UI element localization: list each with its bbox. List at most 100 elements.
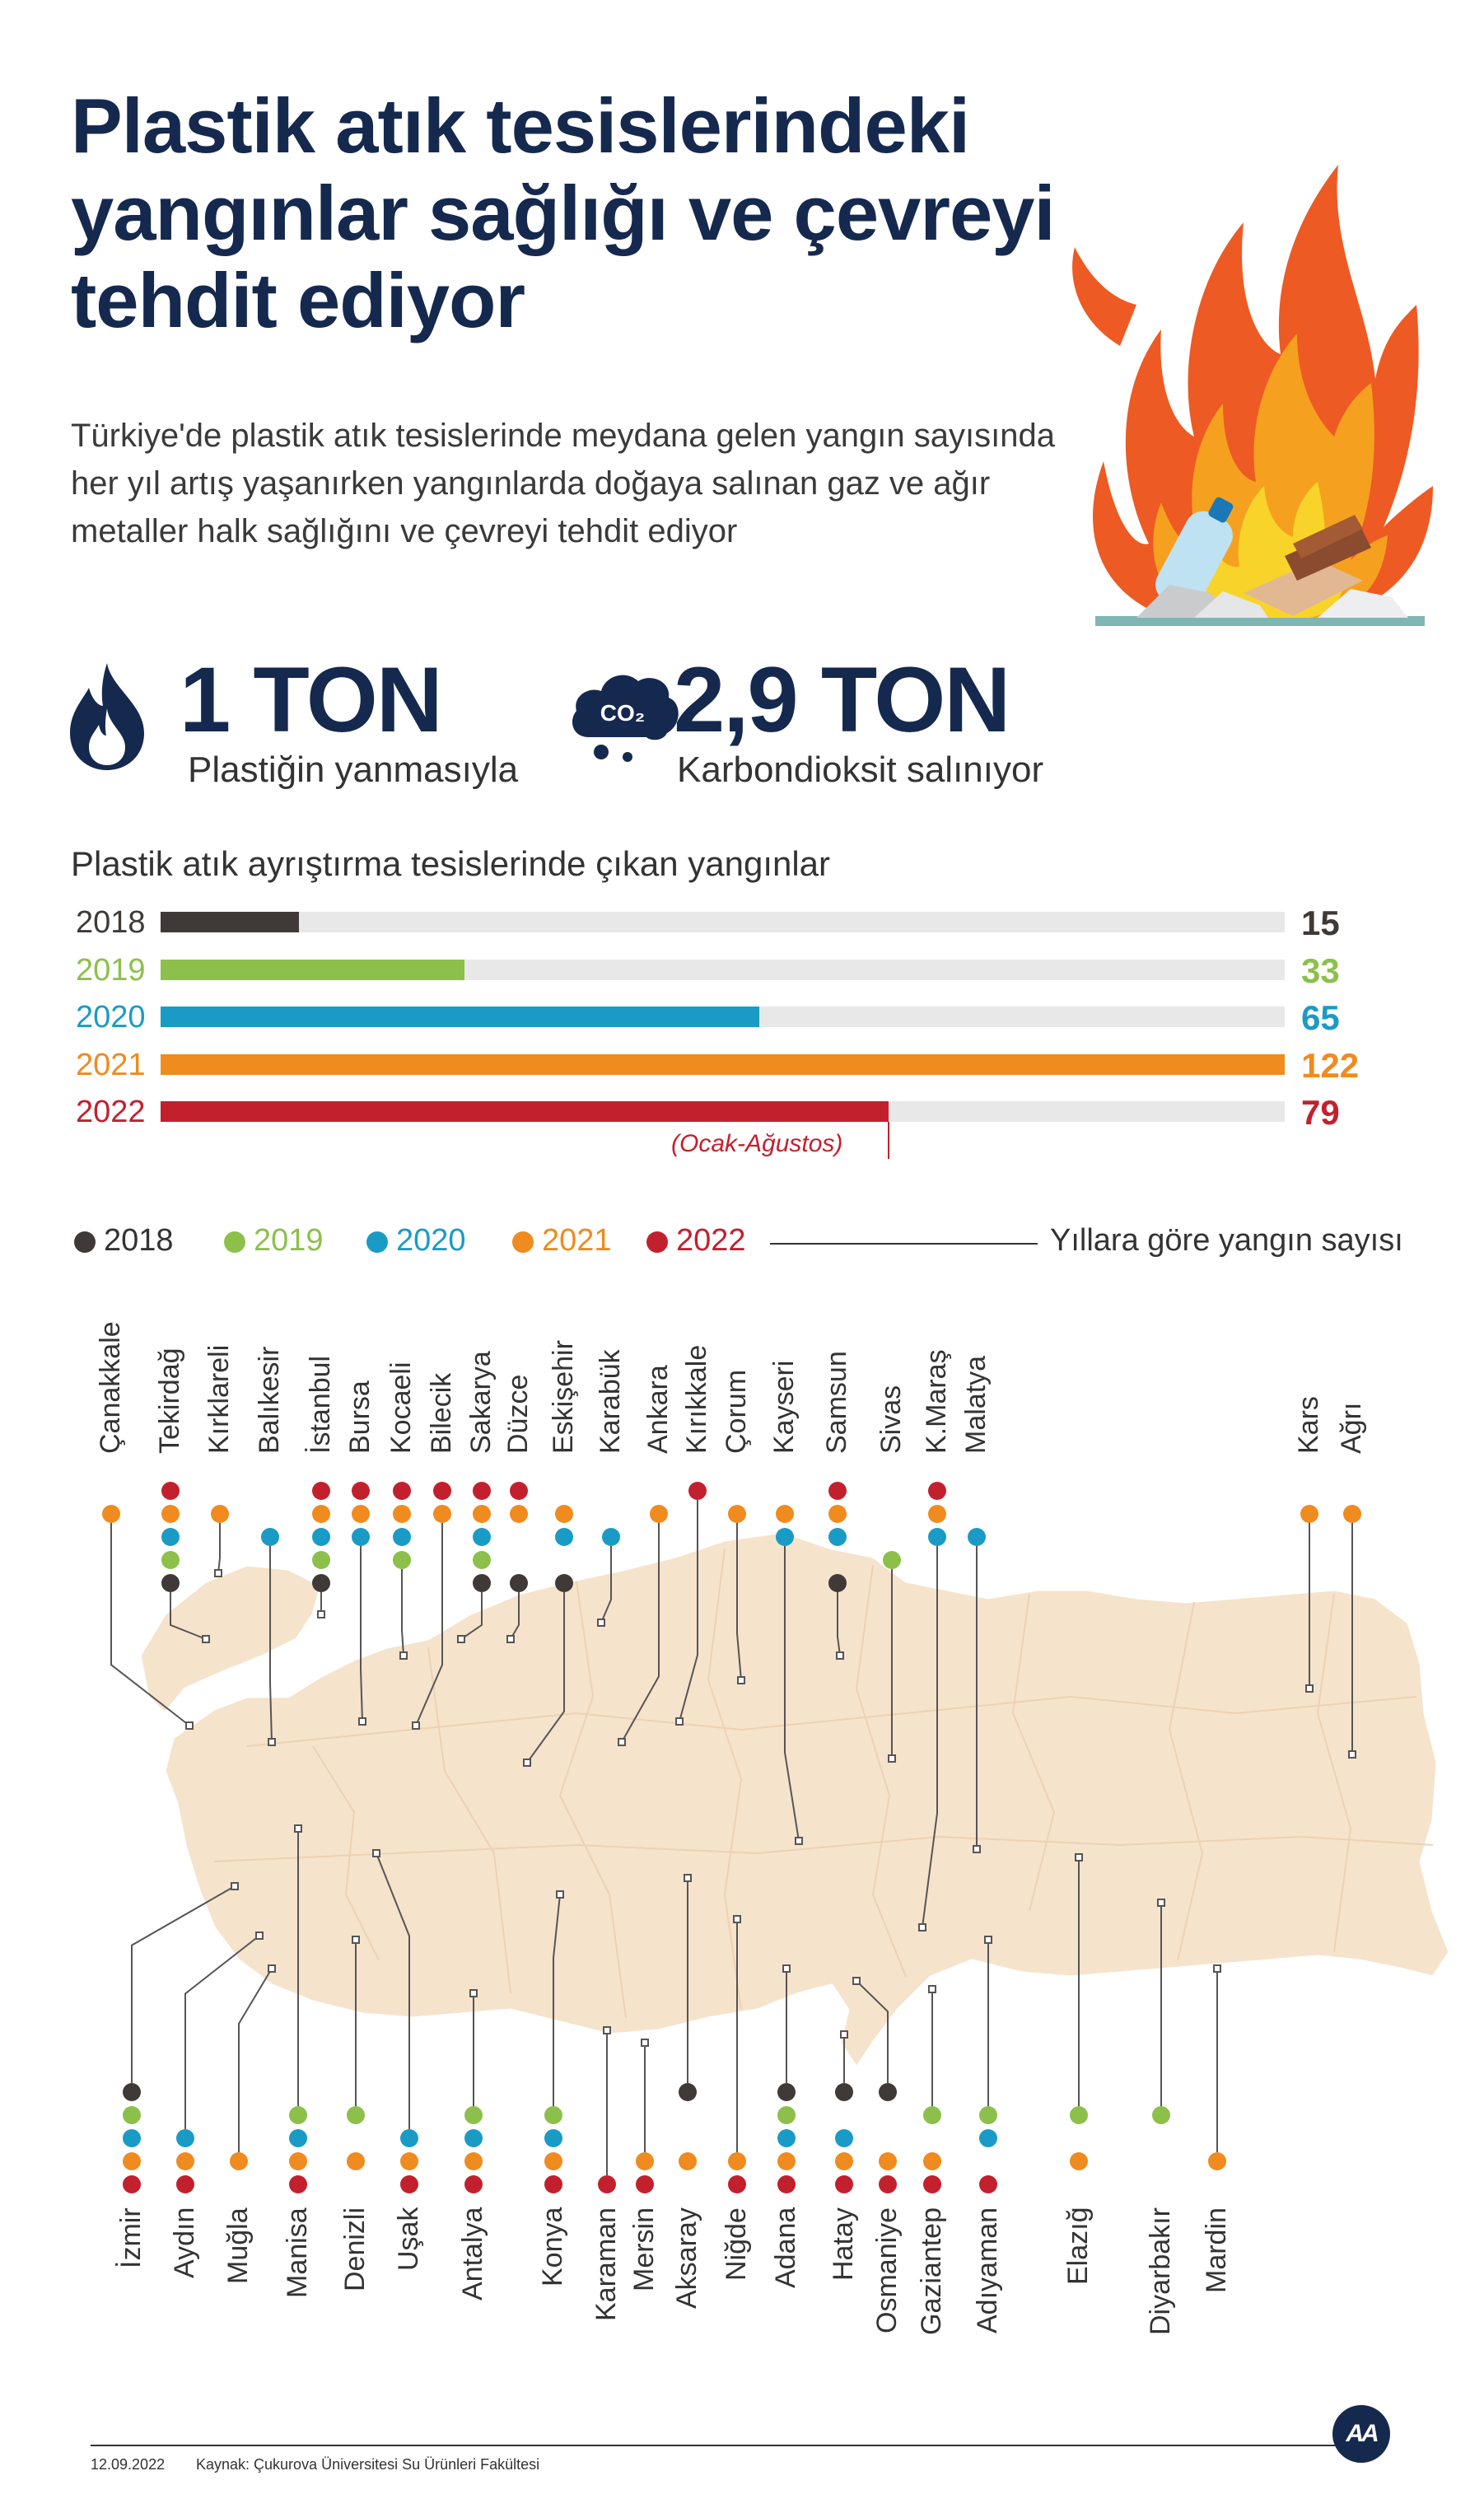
province-dot-2021 [828, 1505, 847, 1523]
province-dot-2019 [347, 2106, 365, 2124]
bar-year-label: 2020 [76, 1000, 146, 1035]
province-dot-2022 [289, 2175, 307, 2193]
province-label: Mardin [1201, 2207, 1232, 2293]
province-dot-2018 [555, 1574, 573, 1592]
province-marker [836, 1651, 844, 1660]
province-marker [1305, 1684, 1314, 1693]
province-dot-2021 [923, 2152, 941, 2170]
province-dot-2018 [510, 1574, 528, 1592]
province-dot-2022 [728, 2175, 746, 2193]
co2-icon-text: CO₂ [600, 700, 645, 726]
bar-year-label: 2019 [76, 952, 146, 988]
province-label: Adıyaman [972, 2207, 1003, 2334]
legend-line [770, 1243, 1038, 1245]
legend-year-2022: 2022 [676, 1223, 746, 1258]
bar-2022 [161, 1101, 889, 1122]
province-label: Elazığ [1062, 2207, 1094, 2286]
leader-line [238, 1968, 273, 2152]
province-dot-2020 [464, 2129, 483, 2147]
province-dot-2020 [555, 1528, 573, 1546]
province-dot-2022 [433, 1482, 451, 1500]
province-dot-2021 [928, 1505, 946, 1523]
province-dot-2021 [312, 1505, 330, 1523]
province-dot-2019 [777, 2106, 796, 2124]
leader-line [784, 1546, 800, 1842]
bottle-cap [1208, 497, 1234, 523]
province-dot-2020 [123, 2129, 141, 2147]
province-dot-2022 [928, 1482, 946, 1500]
province-marker [352, 1936, 360, 1944]
province-marker [984, 1936, 992, 1944]
legend-year-2021: 2021 [542, 1223, 612, 1258]
bottle-body [1155, 511, 1233, 610]
province-dot-2022 [544, 2175, 562, 2193]
province-dot-2019 [161, 1551, 180, 1569]
province-label: Kırklareli [203, 1344, 235, 1454]
province-marker [737, 1676, 745, 1684]
stat-value-1: 1 TON [180, 648, 443, 751]
bar-year-label: 2021 [76, 1047, 146, 1082]
leader-line [621, 1523, 660, 1743]
province-dot-2019 [1152, 2106, 1170, 2124]
page-title: Plastik atık tesislerindeki yangınlar sa… [71, 82, 1183, 344]
province-label: İzmir [115, 2207, 147, 2268]
province-dot-2021 [650, 1505, 668, 1523]
province-dot-2018 [835, 2083, 853, 2101]
province-marker [675, 1717, 684, 1726]
province-dot-2018 [777, 2083, 796, 2101]
province-label: Uşak [393, 2207, 424, 2272]
province-label: Mersin [628, 2207, 660, 2292]
province-marker [782, 1964, 791, 1973]
province-dot-2022 [979, 2175, 997, 2193]
province-marker [733, 1915, 741, 1923]
province-dot-2019 [544, 2106, 562, 2124]
province-dot-2020 [979, 2129, 997, 2147]
leader-line [184, 1935, 260, 2129]
province-marker [641, 2039, 649, 2047]
aa-logo-text: AA [1346, 2420, 1379, 2447]
leader-line [415, 1523, 443, 1726]
province-marker [928, 1985, 936, 1993]
annotation-text: (Ocak-Ağustos) [671, 1130, 843, 1157]
leader-lines [110, 1500, 1356, 2175]
province-label: Ankara [642, 1365, 674, 1454]
province-label: Muğla [222, 2207, 254, 2284]
province-label: Balıkesir [254, 1346, 285, 1454]
province-marker [231, 1882, 239, 1890]
legend-dot-2020 [366, 1231, 388, 1253]
province-dot-2021 [777, 2152, 796, 2170]
flame-icon [70, 663, 144, 770]
province-dot-2022 [312, 1482, 330, 1500]
province-label: Malatya [960, 1355, 992, 1454]
leader-line [679, 1500, 698, 1722]
province-dot-2020 [602, 1528, 620, 1546]
rubble-white-2 [1194, 591, 1268, 618]
leader-line [376, 1852, 410, 2129]
bar-2020 [161, 1007, 760, 1027]
province-dot-2019 [289, 2106, 307, 2124]
province-label: Adana [770, 2207, 801, 2289]
province-label: Sivas [875, 1385, 907, 1454]
province-marker [795, 1837, 803, 1845]
province-dot-2020 [289, 2129, 307, 2147]
leader-line [553, 1894, 561, 2106]
leader-line [360, 1546, 363, 1722]
province-label: Karaman [590, 2207, 622, 2321]
province-label: Kayseri [768, 1360, 800, 1454]
province-dot-2020 [176, 2129, 194, 2147]
province-dot-2021 [176, 2152, 194, 2170]
province-marker [317, 1610, 325, 1619]
province-label: Niğde [721, 2207, 752, 2281]
footer-date: 12.09.2022 [91, 2456, 166, 2473]
province-dot-2021 [102, 1505, 120, 1523]
province-dot-2019 [883, 1551, 901, 1569]
province-marker [684, 1874, 692, 1882]
province-label: Denizli [339, 2207, 371, 2292]
outer-flame-left [1072, 247, 1136, 346]
province-dot-2022 [835, 2175, 853, 2193]
province-dot-2020 [161, 1528, 180, 1546]
province-label: Sakarya [465, 1351, 497, 1454]
bar-2018 [161, 912, 299, 932]
title-line-1: Plastik atık tesislerindeki [71, 82, 970, 169]
province-dot-2021 [400, 2152, 418, 2170]
